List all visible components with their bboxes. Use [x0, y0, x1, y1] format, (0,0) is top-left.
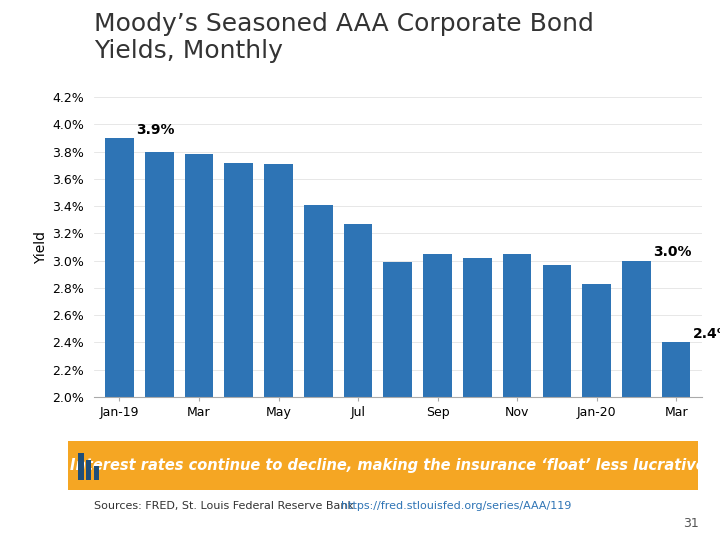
Bar	[184, 154, 213, 540]
Y-axis label: Yield: Yield	[34, 231, 48, 264]
Bar	[304, 205, 333, 540]
Text: 2.4%: 2.4%	[693, 327, 720, 341]
Bar	[463, 258, 492, 540]
Bar	[622, 261, 651, 540]
Bar	[145, 152, 174, 540]
Bar	[423, 254, 452, 540]
Text: 3.0%: 3.0%	[654, 245, 692, 259]
Text: 31: 31	[683, 517, 698, 530]
Bar	[105, 138, 134, 540]
Text: https://fred.stlouisfed.org/series/AAA/119: https://fred.stlouisfed.org/series/AAA/1…	[341, 501, 572, 511]
Bar	[503, 254, 531, 540]
Bar	[662, 342, 690, 540]
Bar	[384, 262, 412, 540]
Text: Sources: FRED, St. Louis Federal Reserve Bank: Sources: FRED, St. Louis Federal Reserve…	[94, 501, 357, 511]
Bar	[264, 164, 293, 540]
Text: 3.9%: 3.9%	[137, 123, 175, 137]
Bar	[225, 163, 253, 540]
Text: Moody’s Seasoned AAA Corporate Bond: Moody’s Seasoned AAA Corporate Bond	[94, 12, 593, 36]
Text: Interest rates continue to decline, making the insurance ‘float’ less lucrative.: Interest rates continue to decline, maki…	[70, 458, 711, 473]
Text: Yields, Monthly: Yields, Monthly	[94, 39, 282, 63]
Bar	[543, 265, 571, 540]
Bar	[582, 284, 611, 540]
Bar	[343, 224, 372, 540]
